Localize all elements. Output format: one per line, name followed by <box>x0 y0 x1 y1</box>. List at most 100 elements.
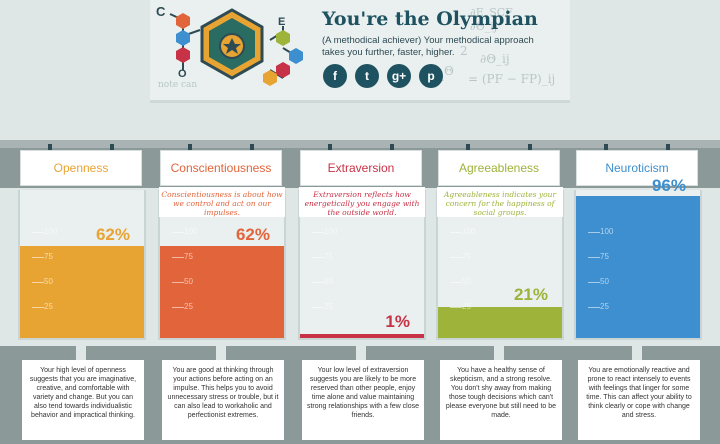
tick-label: 100 <box>324 227 338 236</box>
hex-atom <box>176 13 190 29</box>
trait-name: Agreeableness <box>458 161 540 175</box>
facebook-icon[interactable]: f <box>323 64 347 88</box>
connector <box>494 340 504 362</box>
trait-description: Your low level of extraversion suggests … <box>302 360 424 440</box>
connector <box>216 340 226 362</box>
rack-top-bar <box>0 140 720 148</box>
trait-name: Conscientiousness <box>170 161 272 175</box>
tick-label: 75 <box>184 252 193 261</box>
clip <box>528 144 532 152</box>
percent-label: 62% <box>95 225 130 245</box>
trait-description: You are emotionally reactive and prone t… <box>578 360 700 440</box>
connector <box>356 340 366 362</box>
hex-atom <box>263 70 277 86</box>
formula-text: ∂Θ_ij <box>470 20 498 33</box>
percent-label: 62% <box>235 225 270 245</box>
trait-note: Extraversion reflects how energetically … <box>299 187 425 217</box>
percent-label: 21% <box>513 285 548 305</box>
trait-name: Extraversion <box>327 161 395 175</box>
clip <box>466 144 470 152</box>
trait-name: Openness <box>53 161 109 175</box>
percent-label: 96% <box>651 175 686 195</box>
clip <box>666 144 670 152</box>
percent-label: 1% <box>385 311 410 331</box>
tick-mark <box>312 282 324 283</box>
tick-label: 100 <box>600 227 614 236</box>
liquid-fill <box>300 333 424 338</box>
liquid-fill <box>576 195 700 338</box>
liquid-fill <box>160 246 284 338</box>
trait-description: Your high level of openness suggests tha… <box>22 360 144 440</box>
trait-card-neuroticism[interactable]: Neuroticism <box>576 150 698 186</box>
twitter-icon[interactable]: t <box>355 64 379 88</box>
hex-atom <box>176 47 190 63</box>
tick-mark <box>450 232 462 233</box>
tick-mark <box>312 307 324 308</box>
tick-mark <box>450 307 462 308</box>
formula-text: ∂Θ_ij <box>480 52 510 66</box>
tick-label: 50 <box>184 277 193 286</box>
page-title: You're the Olympian <box>322 8 538 30</box>
clip <box>328 144 332 152</box>
tick-label: 100 <box>184 227 198 236</box>
formula-text: Θ <box>444 64 454 78</box>
atom-label-c: C <box>156 4 166 19</box>
tick-mark <box>312 232 324 233</box>
tick-mark <box>588 257 600 258</box>
hex-atom <box>289 48 303 64</box>
formula-text: = (PF − FP)_ij <box>468 72 556 86</box>
clip <box>188 144 192 152</box>
clip <box>604 144 608 152</box>
tick-label: 100 <box>44 227 58 236</box>
pinterest-icon[interactable]: p <box>419 64 443 88</box>
trait-card-agreeableness[interactable]: Agreeableness <box>438 150 560 186</box>
tick-mark <box>172 307 184 308</box>
tick-mark <box>312 257 324 258</box>
tick-mark <box>588 232 600 233</box>
connector <box>632 340 642 362</box>
tick-mark <box>450 282 462 283</box>
tick-label: 25 <box>324 302 333 311</box>
tick-label: 75 <box>600 252 609 261</box>
clip <box>110 144 114 152</box>
tick-label: 75 <box>324 252 333 261</box>
connector <box>76 340 86 362</box>
trait-description: You are good at thinking through your ac… <box>162 360 284 440</box>
formula-text: ∂E_SCF <box>470 6 513 19</box>
clip <box>250 144 254 152</box>
tick-label: 75 <box>462 252 471 261</box>
trait-description: You have a healthy sense of skepticism, … <box>440 360 562 440</box>
liquid-fill <box>438 306 562 338</box>
tick-mark <box>172 257 184 258</box>
trait-card-conscientiousness[interactable]: Conscientiousness <box>160 150 282 186</box>
trait-note: Conscientiousness is about how we contro… <box>159 187 285 217</box>
tick-mark <box>450 257 462 258</box>
trait-note: Agreeableness indicates your concern for… <box>437 187 563 217</box>
page-subtitle: (A methodical achiever) Your methodical … <box>322 35 534 58</box>
trait-name: Neuroticism <box>605 161 669 175</box>
tick-label: 50 <box>462 277 471 286</box>
tick-mark <box>32 282 44 283</box>
hex-atom <box>276 62 290 78</box>
tick-label: 75 <box>44 252 53 261</box>
beaker-neuroticism: 100 75 50 25 96% <box>574 176 702 340</box>
tick-label: 25 <box>600 302 609 311</box>
tick-mark <box>172 232 184 233</box>
tick-mark <box>588 282 600 283</box>
tick-label: 100 <box>462 227 476 236</box>
clip <box>48 144 52 152</box>
tick-mark <box>32 307 44 308</box>
tick-label: 25 <box>462 302 471 311</box>
hex-atom <box>176 30 190 46</box>
tick-mark <box>172 282 184 283</box>
tick-label: 25 <box>184 302 193 311</box>
tick-label: 25 <box>44 302 53 311</box>
clip <box>390 144 394 152</box>
atom-label-o: O <box>178 68 187 80</box>
trait-card-extraversion[interactable]: Extraversion <box>300 150 422 186</box>
google-plus-icon[interactable]: g+ <box>387 64 411 88</box>
trait-card-openness[interactable]: Openness <box>20 150 142 186</box>
medal-molecule-graphic <box>169 8 303 86</box>
beaker-openness: 100 75 50 25 62% <box>18 190 146 340</box>
hex-atom <box>276 30 290 46</box>
